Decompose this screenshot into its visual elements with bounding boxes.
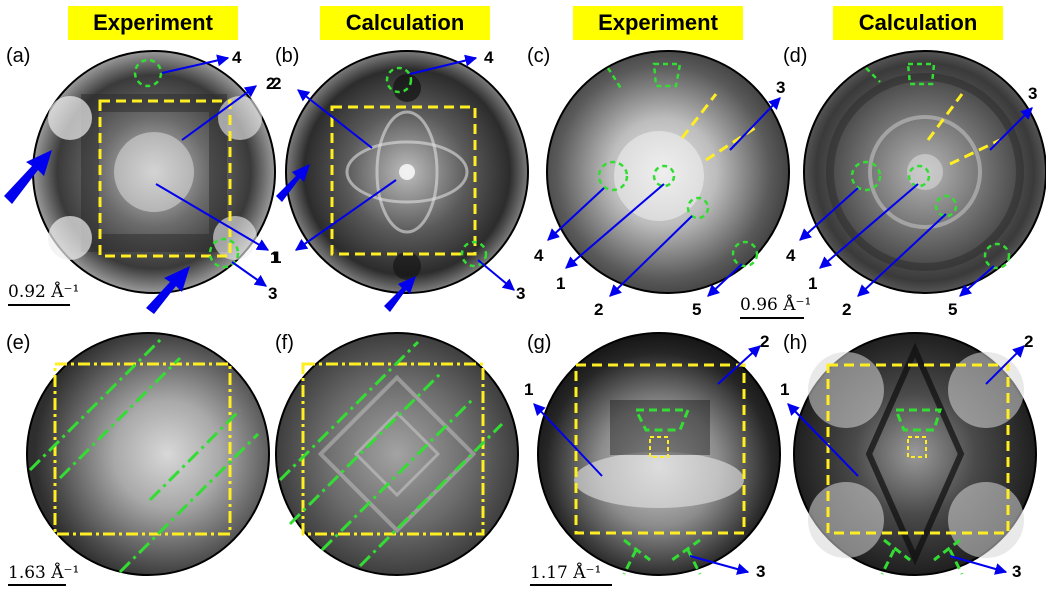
marker-a1: 1 xyxy=(270,248,280,267)
header-calculation-1: Calculation xyxy=(320,6,490,40)
marker-d5: 5 xyxy=(948,300,958,319)
pattern-f xyxy=(275,332,519,576)
panel-label-g: (g) xyxy=(527,332,552,354)
scale-label-2: 0.96 Å⁻¹ xyxy=(740,295,812,315)
scale-bar-3 xyxy=(8,584,66,586)
scale-bar-1 xyxy=(8,304,70,306)
panel-label-c: (c) xyxy=(527,45,551,67)
panel-label-a: (a) xyxy=(6,45,31,67)
header-calculation-2: Calculation xyxy=(833,6,1003,40)
marker-c3: 3 xyxy=(776,78,786,97)
pattern-c xyxy=(546,50,790,294)
marker-d1: 1 xyxy=(808,274,818,293)
panel-label-f: (f) xyxy=(275,332,294,354)
marker-d3: 3 xyxy=(1028,84,1038,103)
marker-h1: 1 xyxy=(780,380,790,399)
header-experiment-1: Experiment xyxy=(68,6,238,40)
pattern-d xyxy=(803,50,1046,294)
panel-label-e: (e) xyxy=(6,332,31,354)
marker-h2: 2 xyxy=(1024,332,1034,351)
pattern-g xyxy=(537,332,781,576)
marker-a2: 2 xyxy=(266,74,276,93)
marker-h3: 3 xyxy=(1012,562,1022,581)
pattern-a xyxy=(32,50,276,294)
panel-label-b: (b) xyxy=(275,45,300,67)
marker-g3: 3 xyxy=(756,562,766,581)
panel-label-d: (d) xyxy=(783,45,808,67)
marker-a3: 3 xyxy=(268,284,278,303)
marker-b4: 4 xyxy=(484,48,494,67)
header-experiment-2: Experiment xyxy=(573,6,743,40)
scale-label-1: 0.92 Å⁻¹ xyxy=(8,282,80,302)
scale-label-3: 1.63 Å⁻¹ xyxy=(8,563,80,583)
panel-label-h: (h) xyxy=(783,332,808,354)
marker-c1: 1 xyxy=(556,274,566,293)
marker-b2: 2 xyxy=(272,74,282,93)
marker-b1: 1 xyxy=(272,248,282,267)
pattern-h xyxy=(793,332,1037,576)
scale-bar-4 xyxy=(530,584,612,586)
marker-a4: 4 xyxy=(232,48,242,67)
marker-g1: 1 xyxy=(524,380,534,399)
marker-c2: 2 xyxy=(594,300,604,319)
pattern-e xyxy=(26,332,270,576)
scale-label-4: 1.17 Å⁻¹ xyxy=(530,563,602,583)
marker-c4: 4 xyxy=(534,246,544,265)
marker-d2: 2 xyxy=(842,300,852,319)
pattern-b xyxy=(285,50,529,294)
marker-b3: 3 xyxy=(516,284,526,303)
marker-c5: 5 xyxy=(692,300,702,319)
marker-d4: 4 xyxy=(786,246,796,265)
scale-bar-2 xyxy=(740,317,804,319)
marker-g2: 2 xyxy=(760,332,770,351)
